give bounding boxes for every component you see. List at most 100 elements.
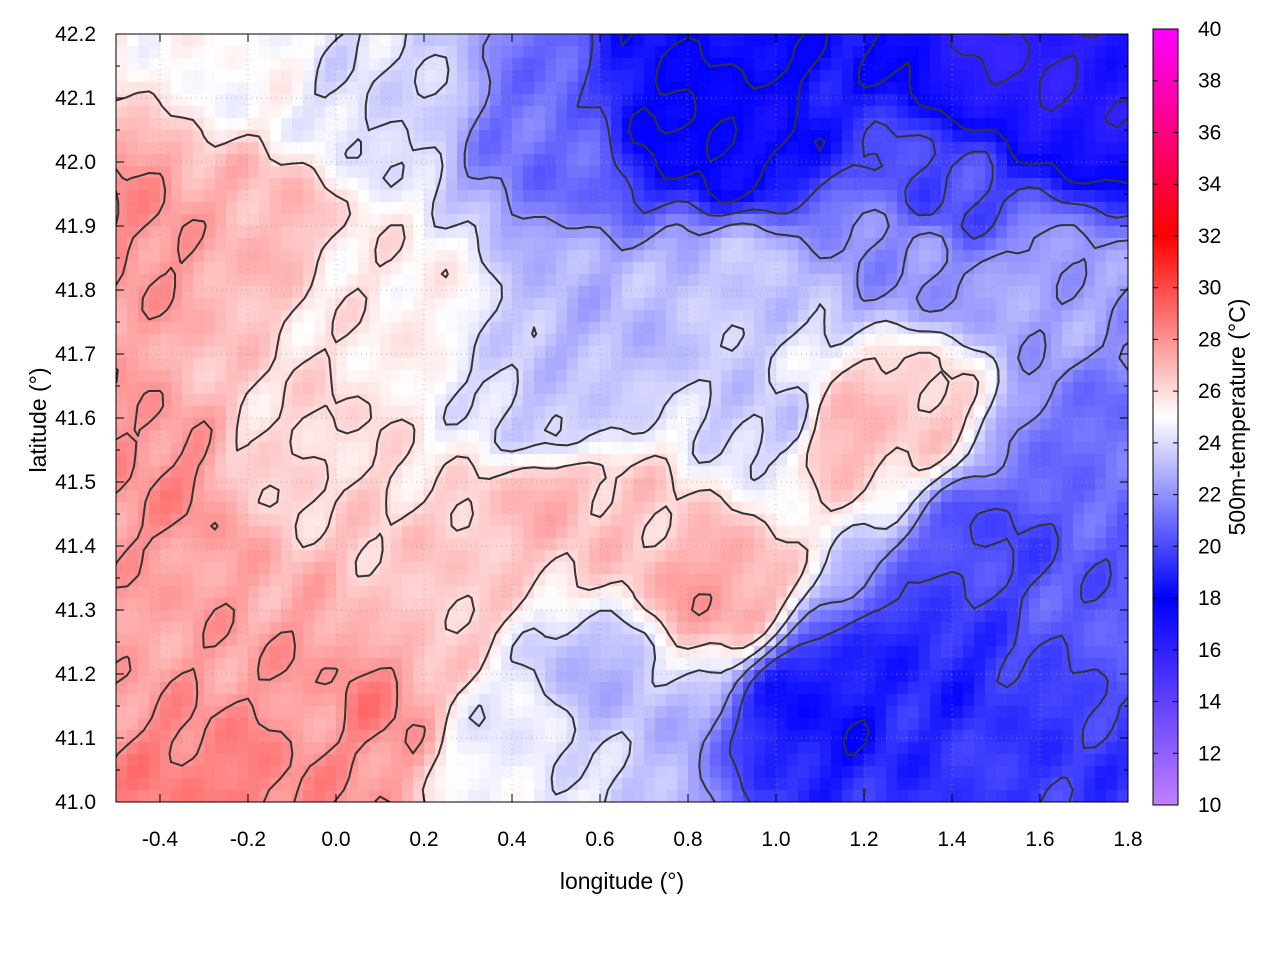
field-cell <box>919 370 931 383</box>
field-cell <box>578 118 590 131</box>
field-cell <box>534 178 546 191</box>
field-cell <box>182 502 194 515</box>
field-cell <box>127 430 139 443</box>
field-cell <box>193 226 205 239</box>
field-cell <box>248 250 260 263</box>
field-cell <box>1040 526 1052 539</box>
field-cell <box>831 430 843 443</box>
field-cell <box>1040 646 1052 659</box>
field-cell <box>369 106 381 119</box>
field-cell <box>237 46 249 59</box>
field-cell <box>1084 238 1096 251</box>
field-cell <box>831 238 843 251</box>
field-cell <box>523 550 535 563</box>
field-cell <box>402 154 414 167</box>
field-cell <box>897 658 909 671</box>
field-cell <box>336 238 348 251</box>
field-cell <box>578 394 590 407</box>
field-cell <box>688 394 700 407</box>
field-cell <box>743 418 755 431</box>
field-cell <box>1029 310 1041 323</box>
field-cell <box>644 226 656 239</box>
field-cell <box>853 430 865 443</box>
field-cell <box>699 670 711 683</box>
field-cell <box>974 658 986 671</box>
field-cell <box>798 574 810 587</box>
field-cell <box>171 598 183 611</box>
field-cell <box>644 166 656 179</box>
field-cell <box>721 634 733 647</box>
field-cell <box>1062 430 1074 443</box>
field-cell <box>182 406 194 419</box>
field-cell <box>259 46 271 59</box>
field-cell <box>402 142 414 155</box>
field-cell <box>149 514 161 527</box>
field-cell <box>633 598 645 611</box>
field-cell <box>413 82 425 95</box>
field-cell <box>1029 622 1041 635</box>
field-cell <box>358 610 370 623</box>
field-cell <box>842 454 854 467</box>
field-cell <box>853 106 865 119</box>
field-cell <box>369 514 381 527</box>
field-cell <box>721 94 733 107</box>
field-cell <box>589 370 601 383</box>
field-cell <box>743 286 755 299</box>
field-cell <box>842 634 854 647</box>
field-cell <box>127 646 139 659</box>
field-cell <box>732 478 744 491</box>
field-cell <box>1029 502 1041 515</box>
field-cell <box>490 34 502 47</box>
field-cell <box>765 202 777 215</box>
field-cell <box>930 418 942 431</box>
field-cell <box>831 46 843 59</box>
field-cell <box>127 442 139 455</box>
field-cell <box>1062 562 1074 575</box>
field-cell <box>1084 358 1096 371</box>
field-cell <box>567 466 579 479</box>
field-cell <box>952 394 964 407</box>
field-cell <box>875 310 887 323</box>
field-cell <box>974 634 986 647</box>
field-cell <box>743 442 755 455</box>
field-cell <box>611 130 623 143</box>
field-cell <box>1051 346 1063 359</box>
field-cell <box>721 598 733 611</box>
field-cell <box>479 106 491 119</box>
field-cell <box>424 166 436 179</box>
field-cell <box>633 298 645 311</box>
field-cell <box>1117 526 1128 539</box>
field-cell <box>985 202 997 215</box>
field-cell <box>226 346 238 359</box>
field-cell <box>479 490 491 503</box>
field-cell <box>952 586 964 599</box>
field-cell <box>930 670 942 683</box>
field-cell <box>512 646 524 659</box>
field-cell <box>754 142 766 155</box>
field-cell <box>215 574 227 587</box>
field-cell <box>655 178 667 191</box>
field-cell <box>1007 454 1019 467</box>
field-cell <box>798 46 810 59</box>
field-cell <box>1029 286 1041 299</box>
field-cell <box>1029 490 1041 503</box>
field-cell <box>853 610 865 623</box>
field-cell <box>424 262 436 275</box>
field-cell <box>501 334 513 347</box>
field-cell <box>446 622 458 635</box>
field-cell <box>204 58 216 71</box>
field-cell <box>820 154 832 167</box>
field-cell <box>237 478 249 491</box>
field-cell <box>413 214 425 227</box>
field-cell <box>721 226 733 239</box>
field-cell <box>622 346 634 359</box>
field-cell <box>820 250 832 263</box>
field-cell <box>963 502 975 515</box>
field-cell <box>248 190 260 203</box>
field-cell <box>743 634 755 647</box>
field-cell <box>380 574 392 587</box>
field-cell <box>996 214 1008 227</box>
field-cell <box>985 310 997 323</box>
field-cell <box>1106 610 1118 623</box>
field-cell <box>292 334 304 347</box>
